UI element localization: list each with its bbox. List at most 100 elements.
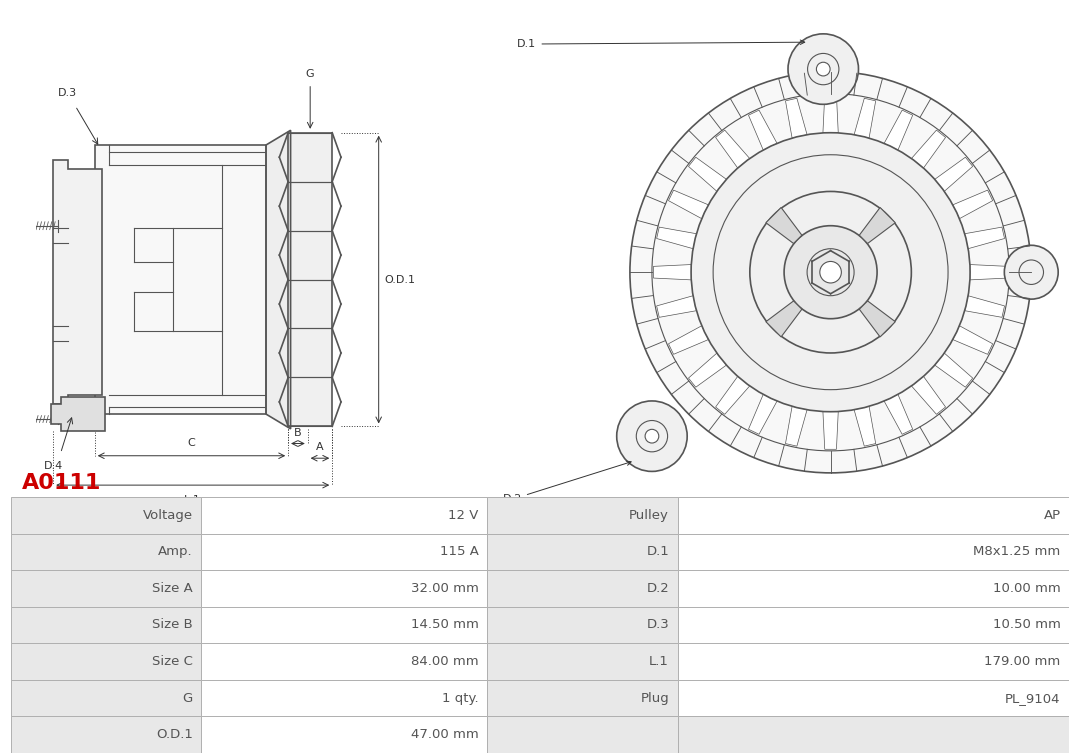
Bar [677, 716, 1069, 753]
Bar [11, 680, 201, 716]
Text: A0111: A0111 [22, 473, 100, 493]
Polygon shape [785, 98, 807, 138]
Polygon shape [964, 296, 1004, 317]
Text: O.D.1: O.D.1 [156, 728, 193, 741]
Polygon shape [934, 353, 973, 387]
Polygon shape [657, 227, 697, 248]
Polygon shape [860, 301, 895, 337]
Text: D.2: D.2 [502, 461, 631, 505]
Circle shape [1004, 245, 1058, 299]
Polygon shape [716, 130, 750, 168]
Text: B: B [294, 428, 301, 437]
Text: D.3: D.3 [58, 88, 78, 99]
Polygon shape [823, 95, 838, 133]
Circle shape [820, 261, 841, 283]
Circle shape [784, 226, 877, 319]
Text: 1 qty.: 1 qty. [442, 692, 478, 705]
Bar [11, 497, 201, 534]
Polygon shape [953, 190, 993, 218]
Bar [677, 607, 1069, 643]
Text: L.1: L.1 [649, 655, 670, 668]
Polygon shape [748, 110, 778, 150]
Text: Amp.: Amp. [158, 545, 193, 558]
Polygon shape [885, 395, 913, 434]
Text: 32.00 mm: 32.00 mm [410, 582, 478, 595]
Polygon shape [669, 326, 708, 355]
Text: O.D.1: O.D.1 [384, 275, 416, 285]
Bar [201, 716, 487, 753]
Bar [487, 570, 677, 607]
Polygon shape [748, 395, 778, 434]
Text: PL_9104: PL_9104 [1005, 692, 1061, 705]
Bar [677, 534, 1069, 570]
Text: C: C [188, 438, 195, 449]
Bar [487, 497, 677, 534]
Bar [487, 534, 677, 570]
Polygon shape [266, 130, 291, 429]
Polygon shape [964, 227, 1004, 248]
Circle shape [788, 34, 859, 105]
Bar [201, 534, 487, 570]
Text: G: G [183, 692, 193, 705]
Text: D.1: D.1 [646, 545, 670, 558]
Bar [11, 534, 201, 570]
Text: Size A: Size A [152, 582, 193, 595]
Polygon shape [912, 130, 946, 168]
Bar [11, 716, 201, 753]
Text: 14.50 mm: 14.50 mm [410, 618, 478, 632]
Text: 84.00 mm: 84.00 mm [411, 655, 478, 668]
Polygon shape [854, 98, 876, 138]
Polygon shape [766, 208, 801, 243]
Text: 10.00 mm: 10.00 mm [993, 582, 1061, 595]
Bar [677, 497, 1069, 534]
Polygon shape [669, 190, 708, 218]
Polygon shape [288, 133, 333, 426]
Polygon shape [854, 407, 876, 447]
Polygon shape [934, 157, 973, 191]
Text: Size B: Size B [152, 618, 193, 632]
Bar [677, 643, 1069, 680]
Text: 115 A: 115 A [440, 545, 478, 558]
Circle shape [617, 401, 687, 471]
Text: G: G [306, 69, 314, 79]
Circle shape [630, 72, 1031, 473]
Text: A: A [316, 442, 324, 453]
Text: 179.00 mm: 179.00 mm [985, 655, 1061, 668]
Bar [11, 570, 201, 607]
Polygon shape [688, 157, 727, 191]
Bar [95, 145, 266, 414]
Polygon shape [653, 264, 691, 280]
Text: AP: AP [1043, 509, 1061, 522]
Polygon shape [53, 160, 103, 404]
Polygon shape [912, 376, 946, 414]
Bar [487, 716, 677, 753]
Text: 10.50 mm: 10.50 mm [993, 618, 1061, 632]
Bar [487, 680, 677, 716]
Circle shape [645, 429, 659, 443]
Bar [11, 607, 201, 643]
Bar [201, 497, 487, 534]
Circle shape [816, 62, 831, 76]
Polygon shape [51, 397, 105, 431]
Polygon shape [766, 301, 801, 337]
Polygon shape [657, 296, 697, 317]
Bar [677, 680, 1069, 716]
Text: Pulley: Pulley [630, 509, 670, 522]
Polygon shape [860, 208, 895, 243]
Bar [201, 607, 487, 643]
Text: D.2: D.2 [646, 582, 670, 595]
Bar [201, 570, 487, 607]
Text: 47.00 mm: 47.00 mm [410, 728, 478, 741]
Polygon shape [953, 326, 993, 355]
Text: M8x1.25 mm: M8x1.25 mm [973, 545, 1061, 558]
Bar [487, 643, 677, 680]
Bar [677, 570, 1069, 607]
Polygon shape [688, 353, 727, 387]
Text: Size C: Size C [152, 655, 193, 668]
Polygon shape [823, 411, 838, 450]
Text: D.3: D.3 [646, 618, 670, 632]
Bar [487, 607, 677, 643]
Polygon shape [716, 376, 750, 414]
Bar [201, 643, 487, 680]
Text: L.1: L.1 [185, 495, 201, 505]
